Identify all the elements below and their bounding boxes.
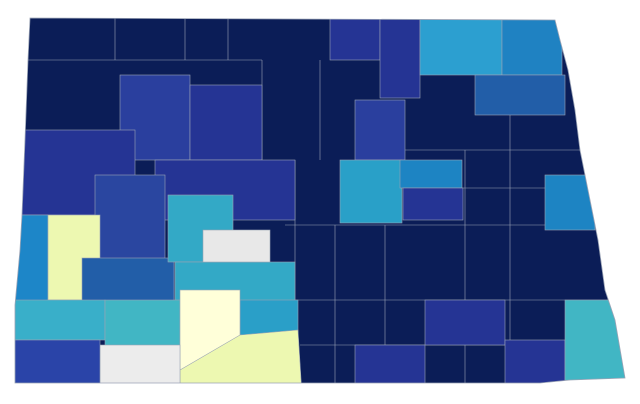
county xyxy=(329,18,381,61)
county xyxy=(339,159,403,224)
county xyxy=(15,299,106,341)
county xyxy=(402,187,464,221)
county xyxy=(564,299,625,383)
county xyxy=(504,339,566,383)
county xyxy=(15,214,49,306)
county xyxy=(179,329,303,383)
county xyxy=(354,99,406,161)
county xyxy=(99,344,181,383)
county xyxy=(104,299,181,351)
county xyxy=(94,174,166,261)
county xyxy=(424,299,506,346)
county xyxy=(474,74,566,116)
county xyxy=(202,229,271,263)
county xyxy=(501,18,563,76)
county-shades xyxy=(15,18,625,383)
county xyxy=(81,257,175,304)
county xyxy=(419,18,503,76)
county xyxy=(189,84,263,161)
county xyxy=(15,339,101,383)
county xyxy=(399,159,463,189)
county xyxy=(544,174,596,231)
county xyxy=(354,344,426,383)
county xyxy=(379,18,421,99)
county xyxy=(239,299,299,336)
state-outline xyxy=(14,17,626,384)
